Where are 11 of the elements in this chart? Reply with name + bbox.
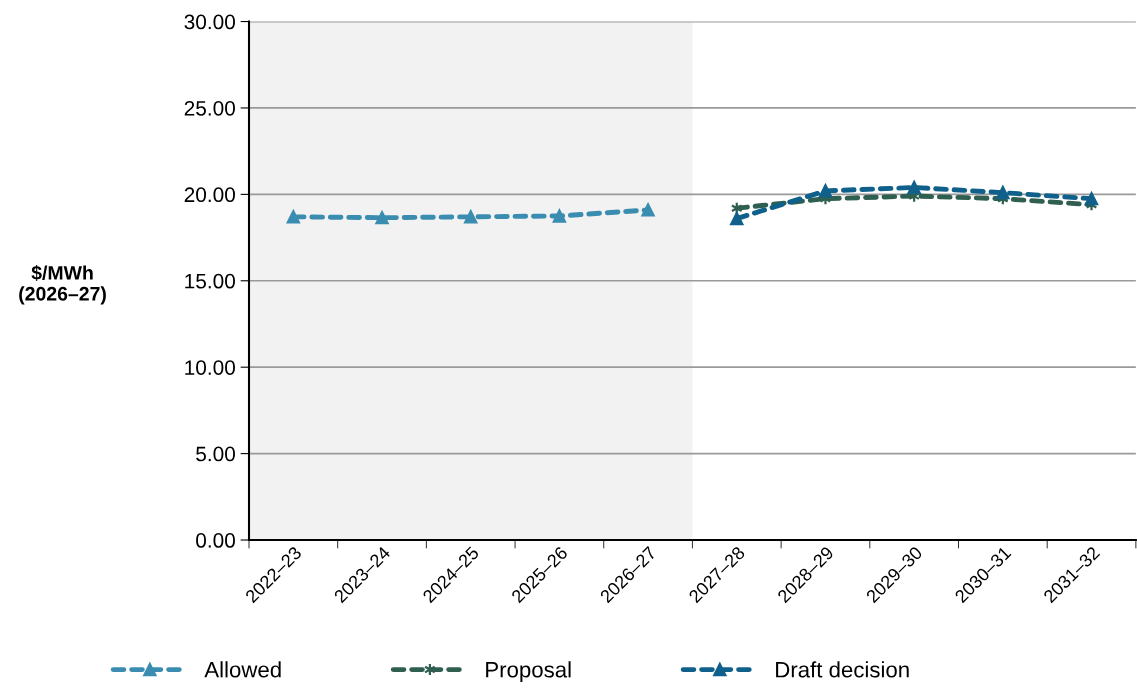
y-tick-label: 20.00: [184, 187, 235, 203]
legend-label: Proposal: [486, 661, 571, 682]
y-tick-label: 5.00: [196, 446, 235, 462]
y-tick-label: 0.00: [196, 533, 235, 548]
y-axis-title: $/MWh (2026–27): [19, 265, 106, 305]
legend-label: Draft decision: [776, 661, 909, 678]
legend-label: Allowed: [204, 661, 281, 678]
y-tick-label: 25.00: [184, 100, 235, 116]
y-tick-label: 10.00: [185, 360, 235, 375]
y-tick-label: 30.00: [184, 14, 235, 30]
y-tick-label: 15.00: [185, 273, 235, 289]
